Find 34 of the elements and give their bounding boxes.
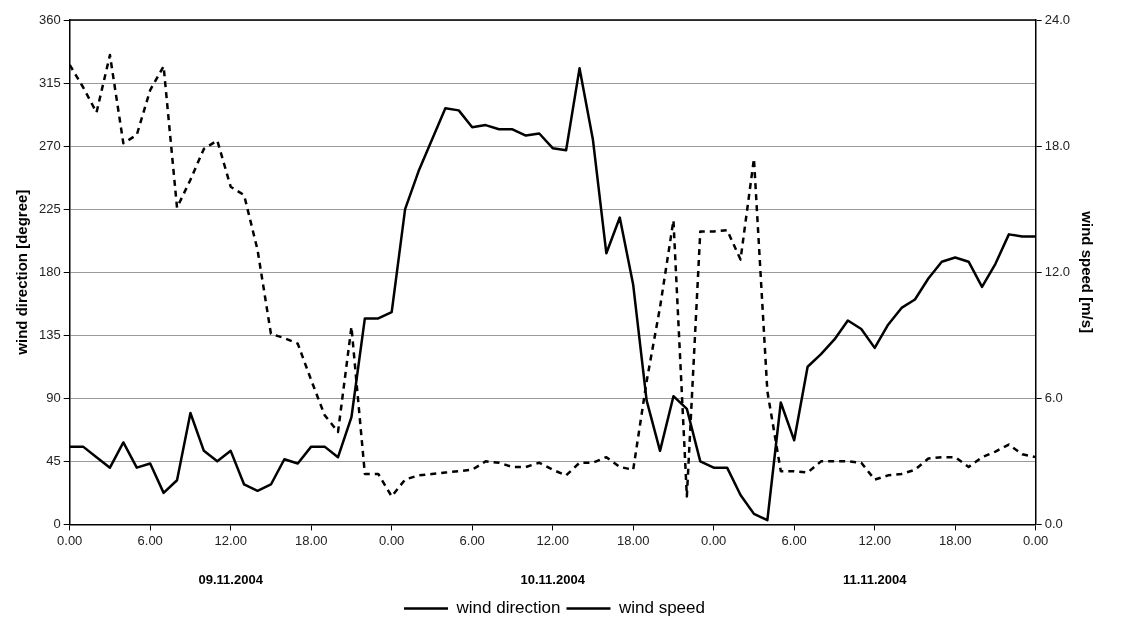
x-tick-label: 12.00: [214, 532, 247, 548]
x-tick-label: 12.00: [858, 532, 891, 548]
y-tick-label: 90: [46, 389, 61, 405]
legend-label: wind direction: [455, 598, 561, 618]
y-tick-label: 360: [38, 11, 61, 27]
y-axis-title: wind direction [degree]: [13, 189, 31, 356]
y2-tick-label: 24.0: [1044, 11, 1071, 27]
x-tick-label: 18.00: [294, 532, 328, 548]
x-tick-label: 0.00: [57, 532, 83, 548]
x-tick-label: 0.00: [701, 532, 727, 548]
x-tick-label: 6.00: [781, 532, 807, 548]
x-tick-label: 6.00: [137, 532, 163, 548]
y-tick-label: 270: [38, 137, 61, 153]
y-tick-label: 225: [38, 200, 61, 216]
y2-tick-label: 0.0: [1044, 515, 1063, 531]
text: 10.11.2004: [520, 571, 586, 587]
y-tick-label: 0: [53, 515, 61, 531]
y2-axis-title: wind speed [m/s]: [1078, 210, 1096, 334]
y-tick-label: 315: [38, 74, 61, 90]
y-tick-label: 135: [38, 326, 61, 342]
legend-label: wind speed: [617, 598, 705, 618]
x-tick-label: 18.00: [938, 532, 972, 548]
x-tick-label: 18.00: [616, 532, 650, 548]
x-tick-label: 12.00: [536, 532, 569, 548]
x-tick-label: 6.00: [459, 532, 485, 548]
y-tick-label: 180: [38, 263, 61, 279]
y-tick-label: 45: [46, 452, 61, 468]
y2-tick-label: 18.0: [1044, 137, 1071, 153]
y2-tick-label: 6.0: [1044, 389, 1063, 405]
x-tick-label: 0.00: [379, 532, 405, 548]
text: 11.11.2004: [842, 571, 908, 587]
y2-tick-label: 12.0: [1044, 263, 1071, 279]
text: 09.11.2004: [198, 571, 264, 587]
x-tick-label: 0.00: [1023, 532, 1049, 548]
